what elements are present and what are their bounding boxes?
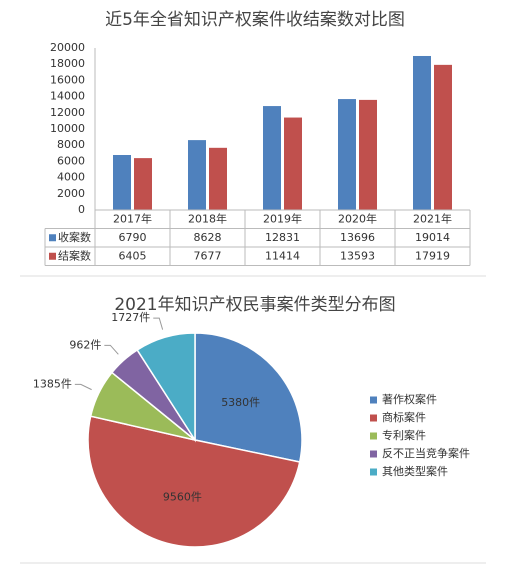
y-tick-label: 18000	[50, 57, 85, 70]
y-tick-label: 6000	[57, 154, 85, 167]
x-tick-label: 2017年	[113, 211, 152, 225]
legend-swatch	[370, 450, 377, 458]
y-tick-label: 10000	[50, 122, 85, 135]
pie-slice	[136, 332, 196, 443]
table-value: 13696	[340, 231, 375, 244]
legend-label: 收案数	[58, 230, 91, 244]
legend-swatch	[370, 396, 377, 404]
legend-label: 结案数	[58, 248, 91, 262]
bar	[113, 155, 131, 210]
table-value: 13593	[340, 249, 375, 262]
bar	[413, 55, 431, 210]
data-label: 962件	[69, 338, 101, 351]
table-value: 12831	[265, 231, 300, 244]
bar	[134, 158, 152, 210]
bar	[188, 140, 206, 210]
pie-slice	[194, 332, 303, 463]
legend-label: 著作权案件	[382, 392, 437, 406]
data-label: 1727件	[111, 311, 150, 324]
legend-swatch	[49, 252, 56, 260]
legend-swatch	[370, 432, 377, 440]
leader-line	[153, 317, 164, 330]
legend-label: 其他类型案件	[382, 464, 448, 478]
chart-title: 2021年知识产权民事案件类型分布图	[114, 295, 395, 315]
y-tick-label: 14000	[50, 90, 85, 103]
chart-title: 近5年全省知识产权案件收结案数对比图	[105, 10, 405, 30]
data-label: 9560件	[163, 490, 202, 503]
leader-line	[74, 383, 92, 391]
legend-label: 专利案件	[382, 428, 426, 442]
bar	[338, 99, 356, 210]
leader-line	[104, 344, 119, 355]
table-value: 11414	[265, 249, 300, 262]
y-tick-label: 16000	[50, 73, 85, 86]
legend-label: 商标案件	[382, 410, 426, 424]
table-value: 19014	[415, 231, 450, 244]
y-tick-label: 20000	[50, 41, 85, 54]
bar	[209, 147, 227, 210]
bar	[434, 64, 452, 210]
table-value: 6405	[119, 249, 147, 262]
legend-swatch	[370, 414, 377, 422]
legend-label: 反不正当竞争案件	[382, 446, 470, 460]
x-tick-label: 2020年	[338, 211, 377, 225]
table-value: 7677	[194, 249, 222, 262]
table-value: 6790	[119, 231, 147, 244]
x-tick-label: 2018年	[188, 211, 227, 225]
x-tick-label: 2019年	[263, 211, 302, 225]
pie-slice	[87, 415, 301, 548]
y-tick-label: 12000	[50, 106, 85, 119]
bar	[263, 106, 281, 210]
table-value: 17919	[415, 249, 450, 262]
legend-swatch	[370, 468, 377, 476]
y-tick-label: 8000	[57, 138, 85, 151]
y-tick-label: 2000	[57, 187, 85, 200]
bar	[359, 99, 377, 210]
data-label: 5380件	[221, 396, 260, 409]
y-tick-label: 0	[78, 203, 85, 216]
bar	[284, 117, 302, 210]
x-tick-label: 2021年	[413, 211, 452, 225]
data-label: 1385件	[33, 377, 72, 390]
table-value: 8628	[194, 231, 222, 244]
legend-swatch	[49, 234, 56, 242]
y-tick-label: 4000	[57, 171, 85, 184]
